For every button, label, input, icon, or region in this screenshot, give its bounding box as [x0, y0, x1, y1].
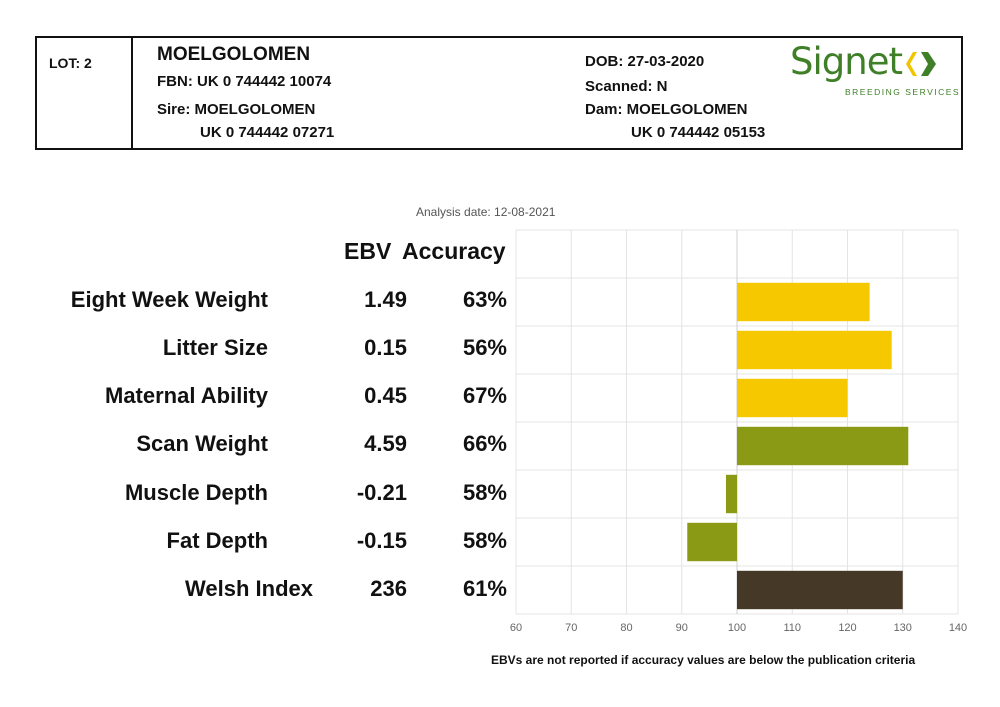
ebv-value: 236 [370, 576, 407, 601]
ebv-value: 0.15 [364, 335, 407, 360]
fbn-number: FBN: UK 0 744442 10074 [157, 73, 332, 90]
dam-id: UK 0 744442 05153 [631, 124, 766, 141]
logo-tagline: BREEDING SERVICES [845, 87, 961, 97]
dam-name: Dam: MOELGOLOMEN [585, 101, 748, 118]
x-tick-label: 100 [728, 622, 746, 634]
accuracy-value: 63% [462, 287, 507, 312]
animal-name: MOELGOLOMEN [157, 44, 311, 65]
bar [737, 282, 870, 322]
logo-wordmark: Signet [790, 40, 903, 83]
x-tick-label: 80 [620, 622, 632, 634]
trait-label-muscle-depth: Muscle Depth [124, 480, 268, 505]
footnote: EBVs are not reported if accuracy values… [491, 653, 916, 667]
ebv-value: -0.21 [356, 480, 407, 505]
x-tick-label: 120 [838, 622, 856, 634]
bar [687, 522, 737, 562]
ebv-bar-chart: 60 70 80 90 100 110 120 130 140 [510, 229, 967, 634]
lot-cell: LOT: 2 [37, 38, 133, 148]
x-tick-label: 90 [676, 622, 688, 634]
accuracy-value: 58% [462, 528, 507, 553]
x-tick-label: 60 [510, 622, 522, 634]
sire-id: UK 0 744442 07271 [200, 124, 335, 141]
bar [725, 474, 737, 514]
bar [737, 330, 892, 370]
trait-label-welsh-index: Welsh Index [185, 576, 313, 601]
ebv-value: 0.45 [364, 383, 407, 408]
x-tick-label: 110 [783, 622, 801, 634]
date-of-birth: DOB: 27-03-2020 [585, 53, 705, 70]
accuracy-value: 67% [462, 383, 507, 408]
bar [737, 378, 848, 418]
ebv-value: 4.59 [364, 431, 407, 456]
bar [737, 426, 909, 466]
trait-label-scan-weight: Scan Weight [136, 431, 268, 456]
signet-logo: Signet BREEDING SERVICES [790, 40, 959, 102]
analysis-date: Analysis date: 12-08-2021 [416, 205, 556, 219]
accuracy-column-header: Accuracy [402, 238, 506, 264]
lot-number: LOT: 2 [49, 55, 92, 71]
trait-label-maternal-ability: Maternal Ability [105, 383, 268, 408]
ebv-value: -0.15 [356, 528, 407, 553]
animal-header: LOT: 2 MOELGOLOMEN FBN: UK 0 744442 1007… [35, 36, 963, 150]
x-tick-label: 70 [565, 622, 577, 634]
trait-label-litter-size: Litter Size [162, 335, 268, 360]
ebv-value: 1.49 [364, 287, 407, 312]
ebv-column-header: EBV [344, 238, 392, 264]
accuracy-value: 56% [462, 335, 507, 360]
logo-chevron-icon [906, 52, 936, 76]
trait-label-eight-week-weight: Eight Week Weight [70, 287, 268, 312]
accuracy-value: 61% [462, 576, 507, 601]
bar [737, 570, 903, 610]
scanned-status: Scanned: N [585, 78, 668, 95]
accuracy-value: 58% [462, 480, 507, 505]
accuracy-value: 66% [462, 431, 507, 456]
x-tick-label: 130 [894, 622, 912, 634]
sire-name: Sire: MOELGOLOMEN [157, 101, 316, 118]
x-tick-label: 140 [949, 622, 967, 634]
trait-label-fat-depth: Fat Depth [166, 528, 268, 553]
